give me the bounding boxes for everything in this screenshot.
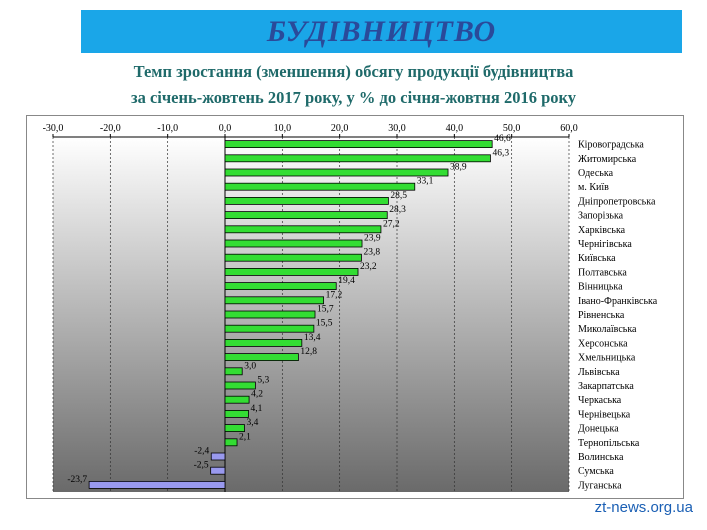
chart-subtitle-line1: Темп зростання (зменшення) обсягу продук… <box>133 62 574 81</box>
bar <box>224 282 337 291</box>
category-label: Дніпропетровська <box>578 196 656 207</box>
bar-value-label: -2,5 <box>194 461 209 471</box>
x-tick-label: 40,0 <box>446 123 464 134</box>
category-label: Івано-Франківська <box>578 296 658 307</box>
bar-value-label: 23,8 <box>363 248 380 258</box>
bar <box>224 182 416 191</box>
bar <box>224 154 491 163</box>
bar-value-label: 27,2 <box>383 219 400 229</box>
bar <box>224 211 388 219</box>
chart-frame: -30,0 -20,0 -10,0 0,0 10,0 20,0 30,0 40,0 50,0 60… <box>26 115 684 499</box>
watermark: zt-news.org.ua <box>594 499 693 516</box>
category-label: Рівненська <box>578 310 625 321</box>
bar-value-label: 2,1 <box>239 432 251 442</box>
bar <box>224 424 245 433</box>
x-tick-label: 30,0 <box>388 123 406 134</box>
category-label: Львівська <box>578 367 620 378</box>
x-tick-label: 0,0 <box>219 123 232 134</box>
bar <box>224 296 325 305</box>
bar-value-label: 28,5 <box>390 191 407 201</box>
bar-value-label: 46,3 <box>492 148 509 158</box>
category-label: Полтавська <box>578 267 627 278</box>
category-label: Житомирська <box>578 154 637 165</box>
bar <box>210 466 226 475</box>
category-label: Донецька <box>578 424 619 435</box>
bar-value-label: -2,4 <box>194 447 209 457</box>
bar-value-label: 5,3 <box>257 376 269 386</box>
bar-value-label: 3,0 <box>244 361 256 371</box>
category-label: Чернігівська <box>578 239 632 250</box>
x-tick-label: 60,0 <box>560 123 578 134</box>
category-label: Харківська <box>578 225 626 236</box>
category-label: Миколаївська <box>578 324 637 335</box>
bar-value-label: 17,2 <box>326 290 343 300</box>
bar-value-label: 3,4 <box>246 418 258 428</box>
category-label: Хмельницька <box>578 353 636 364</box>
category-label: Сумська <box>578 466 614 477</box>
bar-value-label: 28,3 <box>389 205 406 215</box>
bar-value-label: 23,9 <box>364 234 381 244</box>
bar-value-label: 15,5 <box>316 319 333 329</box>
bar-value-label: 33,1 <box>417 177 434 187</box>
category-label: Одеська <box>578 168 614 179</box>
bar <box>224 409 249 418</box>
category-label: Луганська <box>578 480 622 491</box>
category-label: Тернопільська <box>578 438 640 449</box>
bar-value-label: 12,8 <box>300 347 317 357</box>
category-label: м. Київ <box>578 182 609 193</box>
bar-chart: -30,0 -20,0 -10,0 0,0 10,0 20,0 30,0 40,0 50,0 60… <box>43 123 658 492</box>
category-label: Вінницька <box>578 282 623 293</box>
bar <box>224 338 303 347</box>
category-label: Чернівецька <box>578 409 631 420</box>
bar <box>224 324 315 333</box>
bar <box>224 239 363 248</box>
chart-subtitle-line2: за січень-жовтень 2017 року, у % до січн… <box>130 88 577 107</box>
title-banner: БУДІВНИЦТВО <box>81 10 682 53</box>
bar <box>224 353 299 362</box>
bar <box>224 197 389 205</box>
bar <box>224 395 250 404</box>
x-tick-label: -30,0 <box>43 123 64 134</box>
bar <box>224 267 359 276</box>
bar-value-label: 4,1 <box>251 404 263 414</box>
category-label: Запорізька <box>578 211 624 222</box>
bar <box>224 140 493 149</box>
bar-value-label: 23,2 <box>360 262 377 272</box>
x-tick-label: -10,0 <box>157 123 178 134</box>
x-tick-label: 20,0 <box>331 123 349 134</box>
bar <box>224 253 362 262</box>
x-tick-label: 10,0 <box>274 123 292 134</box>
bar <box>224 168 449 177</box>
bar <box>224 310 316 319</box>
category-label: Кіровоградська <box>578 140 644 151</box>
bar <box>224 438 238 447</box>
bar-value-label: 13,4 <box>304 333 321 343</box>
bar-value-label: 4,2 <box>251 390 263 400</box>
bar-value-label: 46,6 <box>494 134 511 144</box>
category-label: Черкаська <box>578 395 622 406</box>
bar <box>224 225 382 234</box>
category-label: Закарпатська <box>578 381 634 392</box>
bar <box>88 480 226 489</box>
bar <box>210 452 226 461</box>
x-tick-label: 50,0 <box>503 123 520 134</box>
x-tick-label: -20,0 <box>100 123 121 134</box>
bar <box>224 367 243 376</box>
bar-value-label: 38,9 <box>450 163 467 173</box>
banner-title: БУДІВНИЦТВО <box>266 14 497 48</box>
bar-value-label: -23,7 <box>67 475 87 485</box>
bar <box>224 381 256 390</box>
bar-value-label: 19,4 <box>338 276 355 286</box>
category-label: Волинська <box>578 452 624 463</box>
bar-value-label: 15,7 <box>317 305 334 315</box>
category-label: Херсонська <box>578 338 628 349</box>
category-label: Київська <box>578 253 616 264</box>
